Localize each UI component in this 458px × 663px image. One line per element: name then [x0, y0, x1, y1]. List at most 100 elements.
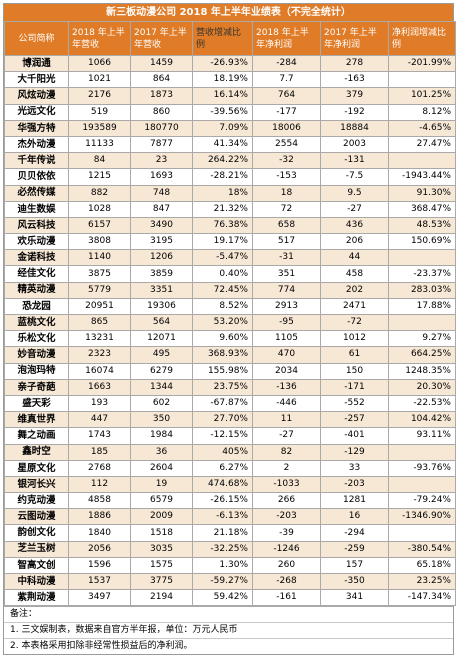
table-row: 风云科技 6157 3490 76.38% 658 436 48.53%: [4, 216, 456, 235]
table-row: 风炫动漫 2176 1873 16.14% 764 379 101.25%: [4, 87, 456, 105]
table-row: 盛天彩 193 602 -67.87% -446 -552 -22.53%: [4, 394, 456, 413]
cell-profit-2017: -350: [320, 572, 389, 591]
cell-revenue-2018: 882: [68, 184, 131, 202]
cell-company-name: 妙音动漫: [4, 346, 69, 364]
cell-profit-2017: 16: [320, 508, 389, 526]
table-body: 博润通 1066 1459 -26.93% -284 278 -201.99% 大千阳光 102…: [4, 54, 456, 607]
cell-company-name: 中科动漫: [4, 572, 69, 591]
cell-revenue-2017: 1873: [130, 87, 193, 105]
cell-profit-2017: 157: [320, 556, 389, 575]
cell-company-name: 华强方特: [4, 119, 69, 137]
cell-revenue-2017: 3195: [130, 233, 193, 251]
cell-revenue-2017: 3775: [130, 572, 193, 591]
cell-revenue-2017: 6579: [130, 492, 193, 510]
cell-company-name: 蓝桃文化: [4, 313, 69, 332]
cell-profit-2017: 436: [320, 216, 389, 235]
cell-revenue-2017: 36: [130, 443, 193, 461]
cell-revenue-change: 59.42%: [192, 589, 253, 607]
cell-profit-2017: -259: [320, 540, 389, 558]
cell-profit-change: 93.11%: [388, 427, 456, 445]
cell-company-name: 银河长兴: [4, 475, 69, 494]
cell-profit-2017: -192: [320, 103, 389, 121]
cell-revenue-change: 7.09%: [192, 119, 253, 137]
cell-profit-2017: -257: [320, 411, 389, 429]
cell-revenue-change: -39.56%: [192, 103, 253, 121]
cell-profit-2017: 61: [320, 346, 389, 364]
cell-revenue-2018: 6157: [68, 216, 131, 235]
table-row: 经佳文化 3875 3859 0.40% 351 458 -23.37%: [4, 265, 456, 283]
cell-profit-2018: 7.7: [252, 71, 321, 89]
cell-revenue-change: -32.25%: [192, 540, 253, 558]
cell-revenue-2018: 1215: [68, 168, 131, 186]
cell-revenue-2017: 180770: [130, 119, 193, 137]
table-row: 约克动漫 4858 6579 -26.15% 266 1281 -79.24%: [4, 492, 456, 510]
cell-profit-2017: -131: [320, 152, 389, 170]
cell-revenue-2018: 1028: [68, 200, 131, 218]
cell-revenue-change: 16.14%: [192, 87, 253, 105]
cell-profit-change: 368.47%: [388, 200, 456, 218]
cell-revenue-change: 72.45%: [192, 281, 253, 299]
cell-company-name: 盛天彩: [4, 394, 69, 413]
cell-profit-2017: 202: [320, 281, 389, 299]
cell-company-name: 必然传媒: [4, 184, 69, 202]
cell-revenue-change: 18%: [192, 184, 253, 202]
cell-revenue-change: -59.27%: [192, 572, 253, 591]
table-row: 泡泡玛特 16074 6279 155.98% 2034 150 1248.35%: [4, 362, 456, 380]
cell-profit-change: -23.37%: [388, 265, 456, 283]
cell-revenue-2018: 2176: [68, 87, 131, 105]
cell-profit-2017: -171: [320, 378, 389, 396]
cell-revenue-2018: 5779: [68, 281, 131, 299]
cell-revenue-change: 53.20%: [192, 313, 253, 332]
cell-profit-2018: 2913: [252, 297, 321, 316]
cell-revenue-2018: 13231: [68, 330, 131, 348]
cell-profit-change: 150.69%: [388, 233, 456, 251]
cell-profit-change: -147.34%: [388, 589, 456, 607]
cell-revenue-2018: 20951: [68, 297, 131, 316]
cell-profit-change: 65.18%: [388, 556, 456, 575]
cell-revenue-change: -12.15%: [192, 427, 253, 445]
cell-revenue-2017: 1693: [130, 168, 193, 186]
table-row: 维真世界 447 350 27.70% 11 -257 104.42%: [4, 411, 456, 429]
cell-revenue-change: -67.87%: [192, 394, 253, 413]
cell-revenue-2017: 12071: [130, 330, 193, 348]
cell-profit-2017: 278: [320, 54, 389, 73]
cell-profit-2018: 351: [252, 265, 321, 283]
cell-revenue-2017: 2604: [130, 459, 193, 477]
cell-company-name: 韵创文化: [4, 524, 69, 542]
cell-profit-2018: -284: [252, 54, 321, 73]
cell-profit-2017: -129: [320, 443, 389, 461]
cell-profit-change: 104.42%: [388, 411, 456, 429]
cell-profit-2017: 1012: [320, 330, 389, 348]
cell-revenue-change: 19.17%: [192, 233, 253, 251]
cell-revenue-2017: 23: [130, 152, 193, 170]
cell-profit-2018: -1033: [252, 475, 321, 494]
cell-company-name: 鑫时空: [4, 443, 69, 461]
cell-profit-change: 283.03%: [388, 281, 456, 299]
cell-revenue-2018: 2768: [68, 459, 131, 477]
cell-profit-2018: -39: [252, 524, 321, 542]
cell-profit-2018: -95: [252, 313, 321, 332]
cell-revenue-2017: 495: [130, 346, 193, 364]
table-header-row: 公司简称 2018 年上半年营收 2017 年上半年营收 营收增减比例 2018…: [4, 21, 456, 56]
cell-profit-2017: -27: [320, 200, 389, 218]
cell-revenue-2018: 1140: [68, 249, 131, 267]
cell-profit-2018: 2554: [252, 135, 321, 154]
notes: 备注： 1. 三文娱制表，数据来自官方半年报，单位：万元人民币 2. 本表格采用…: [4, 606, 453, 654]
cell-profit-change: -79.24%: [388, 492, 456, 510]
table-row: 紫荆动漫 3497 2194 59.42% -161 341 -147.34%: [4, 589, 456, 607]
cell-revenue-change: 41.34%: [192, 135, 253, 154]
cell-revenue-2017: 864: [130, 71, 193, 89]
table-row: 金诺科技 1140 1206 -5.47% -31 44: [4, 249, 456, 267]
cell-profit-2018: -203: [252, 508, 321, 526]
cell-profit-2017: 18884: [320, 119, 389, 137]
cell-profit-2018: 18: [252, 184, 321, 202]
cell-revenue-2018: 447: [68, 411, 131, 429]
cell-revenue-2018: 16074: [68, 362, 131, 380]
cell-company-name: 风云科技: [4, 216, 69, 235]
header-company: 公司简称: [4, 21, 69, 56]
cell-company-name: 大千阳光: [4, 71, 69, 89]
cell-revenue-change: 474.68%: [192, 475, 253, 494]
table-row: 妙音动漫 2323 495 368.93% 470 61 664.25%: [4, 346, 456, 364]
cell-revenue-2017: 2009: [130, 508, 193, 526]
cell-revenue-2017: 860: [130, 103, 193, 121]
